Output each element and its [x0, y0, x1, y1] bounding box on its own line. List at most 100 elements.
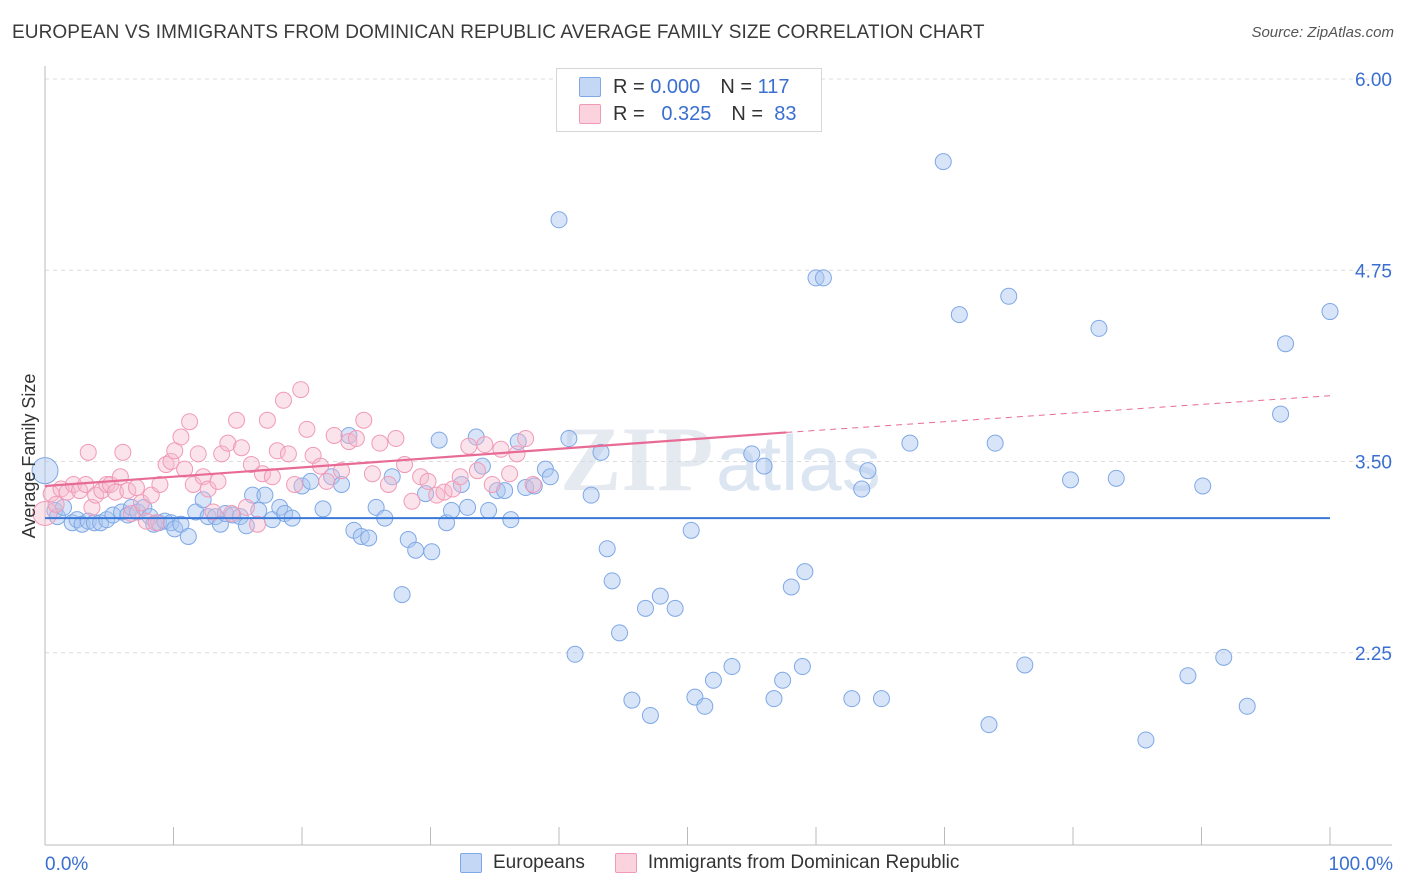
- data-point-europeans: [901, 434, 919, 452]
- data-point-europeans: [980, 716, 998, 734]
- data-point-europeans: [48, 508, 66, 526]
- x-tick-label-left: 0.0%: [45, 854, 88, 875]
- data-point-europeans: [333, 475, 351, 493]
- data-point-europeans: [682, 521, 700, 539]
- data-point-immigrants: [387, 430, 405, 448]
- data-point-europeans: [796, 563, 814, 581]
- chart-title: EUROPEAN VS IMMIGRANTS FROM DOMINICAN RE…: [12, 22, 985, 43]
- data-point-europeans: [1179, 667, 1197, 685]
- data-point-europeans: [302, 472, 320, 490]
- data-point-europeans: [566, 645, 584, 663]
- trend-line-immigrants: [44, 431, 787, 488]
- data-point-immigrants: [298, 420, 316, 438]
- data-point-europeans: [31, 457, 59, 485]
- data-point-europeans: [393, 586, 411, 604]
- data-point-immigrants: [32, 501, 58, 527]
- legend-swatch-europeans: [460, 853, 482, 873]
- legend-r-label: R =: [613, 75, 645, 98]
- data-point-europeans: [774, 671, 792, 689]
- data-point-immigrants: [483, 475, 501, 493]
- data-point-europeans: [611, 624, 629, 642]
- watermark-zip: ZIP: [560, 408, 713, 510]
- trend-line-immigrants-extension: [786, 395, 1331, 433]
- data-point-europeans: [592, 443, 610, 461]
- data-point-immigrants: [79, 443, 97, 461]
- data-point-immigrants: [219, 434, 237, 452]
- data-point-immigrants: [347, 430, 365, 448]
- data-point-immigrants: [460, 437, 478, 455]
- legend-r-value: 0.000: [650, 75, 701, 98]
- legend-item-europeans: Europeans: [460, 852, 585, 874]
- data-point-immigrants: [274, 391, 292, 409]
- data-point-europeans: [696, 697, 714, 715]
- data-point-immigrants: [213, 445, 231, 463]
- data-point-europeans: [199, 508, 217, 526]
- data-point-europeans: [934, 153, 952, 171]
- legend-label-immigrants: Immigrants from Dominican Republic: [647, 852, 960, 873]
- series-legend: Europeans Immigrants from Dominican Repu…: [460, 852, 989, 874]
- data-point-europeans: [1272, 405, 1290, 423]
- data-point-europeans: [360, 529, 378, 547]
- y-tick-label: 4.75: [1355, 261, 1392, 282]
- grid-lines: [45, 78, 1392, 654]
- data-point-immigrants: [209, 472, 227, 490]
- source-label: Source: ZipAtlas.com: [1251, 24, 1394, 41]
- legend-r-label: R =: [613, 102, 645, 125]
- data-point-europeans: [560, 430, 578, 448]
- data-point-europeans: [843, 690, 861, 708]
- data-point-europeans: [211, 515, 229, 533]
- data-point-europeans: [480, 501, 498, 519]
- data-point-europeans: [430, 431, 448, 449]
- data-point-immigrants: [476, 436, 494, 454]
- data-point-immigrants: [286, 475, 304, 493]
- data-point-europeans: [743, 445, 761, 463]
- data-point-europeans: [704, 671, 722, 689]
- data-point-immigrants: [189, 445, 207, 463]
- data-point-immigrants: [162, 453, 180, 470]
- data-point-europeans: [853, 480, 871, 498]
- data-point-immigrants: [172, 428, 190, 446]
- legend-swatch-immigrants: [614, 853, 637, 873]
- series-europeans: [31, 153, 1339, 749]
- data-point-immigrants: [151, 475, 169, 493]
- data-point-immigrants: [508, 445, 526, 463]
- data-point-europeans: [872, 690, 890, 708]
- data-point-europeans: [383, 468, 401, 486]
- data-point-europeans: [407, 541, 425, 559]
- data-point-europeans: [541, 468, 559, 486]
- data-point-immigrants: [468, 462, 486, 480]
- legend-n-value: 83: [774, 102, 797, 125]
- data-point-immigrants: [379, 475, 397, 493]
- data-point-europeans: [459, 498, 477, 516]
- legend-r-value: 0.325: [661, 102, 712, 125]
- axes: [44, 66, 1392, 846]
- data-point-immigrants: [263, 468, 281, 486]
- data-point-immigrants: [325, 426, 343, 444]
- data-point-immigrants: [371, 434, 389, 452]
- legend-label-europeans: Europeans: [493, 852, 585, 873]
- legend-swatch-europeans: [579, 77, 601, 97]
- data-point-europeans: [807, 269, 825, 287]
- data-point-immigrants: [127, 479, 145, 497]
- data-point-europeans: [623, 691, 641, 709]
- data-point-europeans: [1016, 656, 1034, 674]
- data-point-immigrants: [492, 440, 510, 458]
- data-point-immigrants: [223, 505, 241, 523]
- data-point-europeans: [244, 486, 262, 504]
- data-point-europeans: [1090, 319, 1108, 337]
- legend-row-europeans: R = 0.000 N = 117: [579, 75, 789, 99]
- legend-n-value: 117: [757, 75, 790, 98]
- data-point-europeans: [194, 491, 212, 509]
- data-point-immigrants: [501, 465, 519, 483]
- data-point-immigrants: [419, 472, 437, 490]
- data-point-immigrants: [181, 413, 199, 431]
- data-point-immigrants: [237, 498, 255, 516]
- data-point-immigrants: [157, 456, 175, 474]
- data-point-europeans: [179, 527, 197, 545]
- data-point-europeans: [814, 269, 832, 287]
- data-point-europeans: [782, 578, 800, 596]
- y-tick-label: 2.25: [1355, 644, 1392, 665]
- data-point-europeans: [859, 462, 877, 480]
- data-point-europeans: [582, 486, 600, 504]
- data-point-europeans: [550, 211, 568, 229]
